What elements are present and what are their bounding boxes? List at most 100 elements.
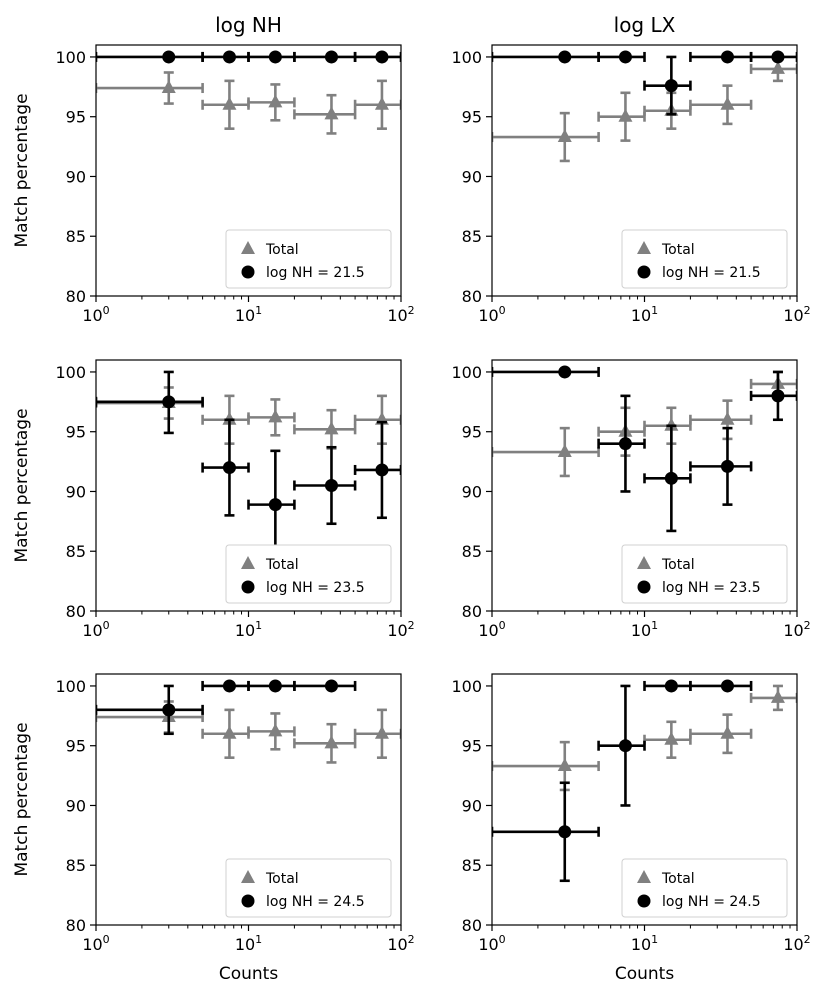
y-tick-label: 100 [55, 48, 86, 67]
y-tick-label: 80 [66, 916, 86, 935]
data-point [643, 720, 692, 759]
x-tick-label: 100 [82, 619, 109, 640]
circle-marker [222, 461, 236, 475]
plot-area [96, 370, 401, 560]
legend-label: log NH = 21.5 [662, 265, 761, 281]
data-point [96, 50, 204, 64]
data-point [492, 781, 600, 883]
triangle-marker [324, 421, 339, 435]
series-lognh [492, 679, 753, 883]
plot-area [492, 679, 797, 883]
circle-marker [664, 679, 678, 693]
data-point [201, 79, 250, 130]
data-point [293, 445, 357, 526]
x-tick-label: 100 [478, 304, 505, 325]
data-point [247, 398, 296, 437]
circle-marker [720, 679, 734, 693]
circle-marker [268, 50, 282, 64]
y-tick-label: 95 [462, 108, 482, 127]
triangle-marker [557, 444, 572, 458]
circle-marker [558, 365, 572, 379]
x-tick-label: 100 [478, 619, 505, 640]
data-point [492, 365, 600, 379]
triangle-marker [268, 94, 283, 108]
data-point [492, 740, 600, 792]
circle-marker [771, 50, 785, 64]
circle-marker [664, 79, 678, 93]
circle-marker [222, 679, 236, 693]
panel-0-0: 80 85 90 95 100 100 101 102 Total log NH = 21.5 lo… [12, 13, 415, 325]
y-axis-label: Match percentage [12, 408, 32, 562]
x-tick-label: 102 [783, 304, 810, 325]
triangle-marker [770, 689, 785, 703]
circle-marker [162, 703, 176, 717]
x-axis-label: Counts [615, 964, 674, 984]
data-point [293, 93, 357, 135]
panel-0-1: 80 85 90 95 100 100 101 102 Total log NH = 21.5 lo… [451, 13, 810, 325]
legend: Total log NH = 23.5 [621, 544, 788, 604]
series-lognh [96, 679, 357, 736]
y-axis-label: Match percentage [12, 722, 32, 876]
data-point [247, 712, 296, 751]
data-point [201, 418, 250, 517]
x-tick-label: 102 [783, 619, 810, 640]
data-point [597, 50, 646, 64]
data-point [353, 420, 401, 520]
triangle-marker [618, 108, 633, 122]
series-total [492, 55, 797, 163]
y-tick-label: 80 [66, 602, 86, 621]
legend-circle-marker [637, 265, 651, 279]
data-point [247, 679, 296, 693]
legend-circle-marker [637, 580, 651, 594]
legend-triangle-marker [241, 556, 255, 569]
y-tick-label: 80 [66, 287, 86, 306]
panel-2-1: 80 85 90 95 100 100 101 102 Total log NH = 24.5 Co… [451, 673, 811, 984]
data-point [247, 50, 296, 64]
plot-area [492, 50, 797, 163]
y-tick-label: 90 [462, 796, 482, 815]
data-point [597, 684, 646, 807]
series-lognh [96, 370, 401, 560]
data-point [247, 449, 296, 560]
legend-label: Total [265, 557, 299, 573]
plot-area [96, 50, 401, 135]
legend-triangle-marker [241, 241, 255, 254]
circle-marker [324, 50, 338, 64]
data-point [201, 708, 250, 759]
y-tick-label: 95 [66, 737, 86, 756]
y-tick-label: 100 [451, 48, 482, 67]
legend-label: log NH = 21.5 [266, 265, 365, 281]
triangle-marker [557, 129, 572, 143]
legend-circle-marker [637, 894, 651, 908]
data-point [353, 50, 401, 64]
column-title: log LX [614, 13, 676, 37]
legend: Total log NH = 23.5 [225, 544, 392, 604]
data-point [293, 50, 357, 64]
y-tick-label: 85 [66, 227, 86, 246]
data-point [689, 50, 753, 64]
data-point [597, 394, 646, 493]
data-point [643, 55, 692, 116]
y-tick-label: 100 [55, 677, 86, 696]
legend: Total log NH = 24.5 [225, 858, 392, 918]
data-point [689, 426, 753, 506]
y-tick-label: 95 [462, 423, 482, 442]
legend-triangle-marker [637, 556, 651, 569]
plot-area [492, 365, 797, 533]
triangle-marker [720, 725, 735, 739]
y-axis-label: Match percentage [12, 93, 32, 247]
triangle-marker [664, 417, 679, 431]
series-total [96, 386, 401, 450]
x-tick-label: 102 [783, 933, 810, 954]
y-tick-label: 80 [462, 916, 482, 935]
data-point [96, 71, 204, 105]
legend-frame [225, 229, 392, 289]
x-tick-label: 102 [387, 619, 414, 640]
circle-marker [324, 679, 338, 693]
y-tick-label: 85 [66, 542, 86, 561]
data-point [293, 722, 357, 764]
circle-marker [618, 437, 632, 451]
y-tick-label: 100 [55, 363, 86, 382]
data-point [492, 50, 600, 64]
circle-marker [162, 395, 176, 409]
